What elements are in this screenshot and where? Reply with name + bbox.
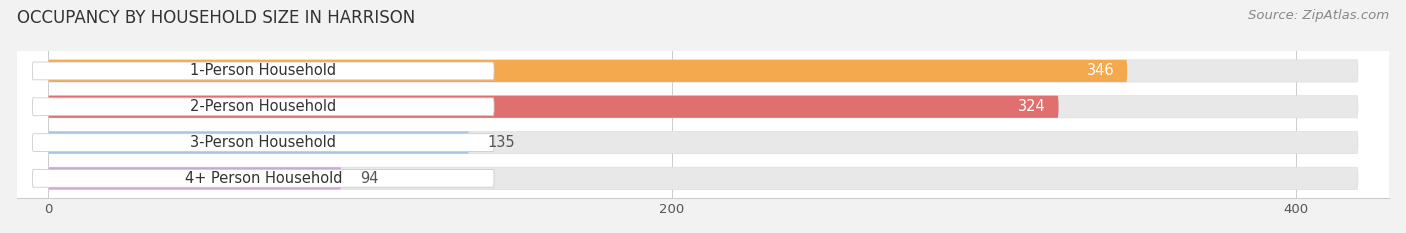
- FancyBboxPatch shape: [48, 96, 1059, 118]
- Text: 3-Person Household: 3-Person Household: [190, 135, 336, 150]
- FancyBboxPatch shape: [48, 60, 1358, 82]
- FancyBboxPatch shape: [32, 62, 494, 80]
- FancyBboxPatch shape: [48, 96, 1358, 118]
- Text: OCCUPANCY BY HOUSEHOLD SIZE IN HARRISON: OCCUPANCY BY HOUSEHOLD SIZE IN HARRISON: [17, 9, 415, 27]
- Text: 135: 135: [488, 135, 516, 150]
- Text: Source: ZipAtlas.com: Source: ZipAtlas.com: [1249, 9, 1389, 22]
- Text: 346: 346: [1087, 63, 1115, 79]
- FancyBboxPatch shape: [48, 167, 342, 189]
- FancyBboxPatch shape: [48, 131, 1358, 154]
- FancyBboxPatch shape: [48, 131, 470, 154]
- FancyBboxPatch shape: [48, 60, 1128, 82]
- Text: 4+ Person Household: 4+ Person Household: [184, 171, 342, 186]
- FancyBboxPatch shape: [32, 169, 494, 187]
- Text: 1-Person Household: 1-Person Household: [190, 63, 336, 79]
- Text: 324: 324: [1018, 99, 1046, 114]
- FancyBboxPatch shape: [48, 167, 1358, 189]
- FancyBboxPatch shape: [32, 98, 494, 116]
- FancyBboxPatch shape: [32, 134, 494, 151]
- Text: 94: 94: [360, 171, 378, 186]
- Text: 2-Person Household: 2-Person Household: [190, 99, 336, 114]
